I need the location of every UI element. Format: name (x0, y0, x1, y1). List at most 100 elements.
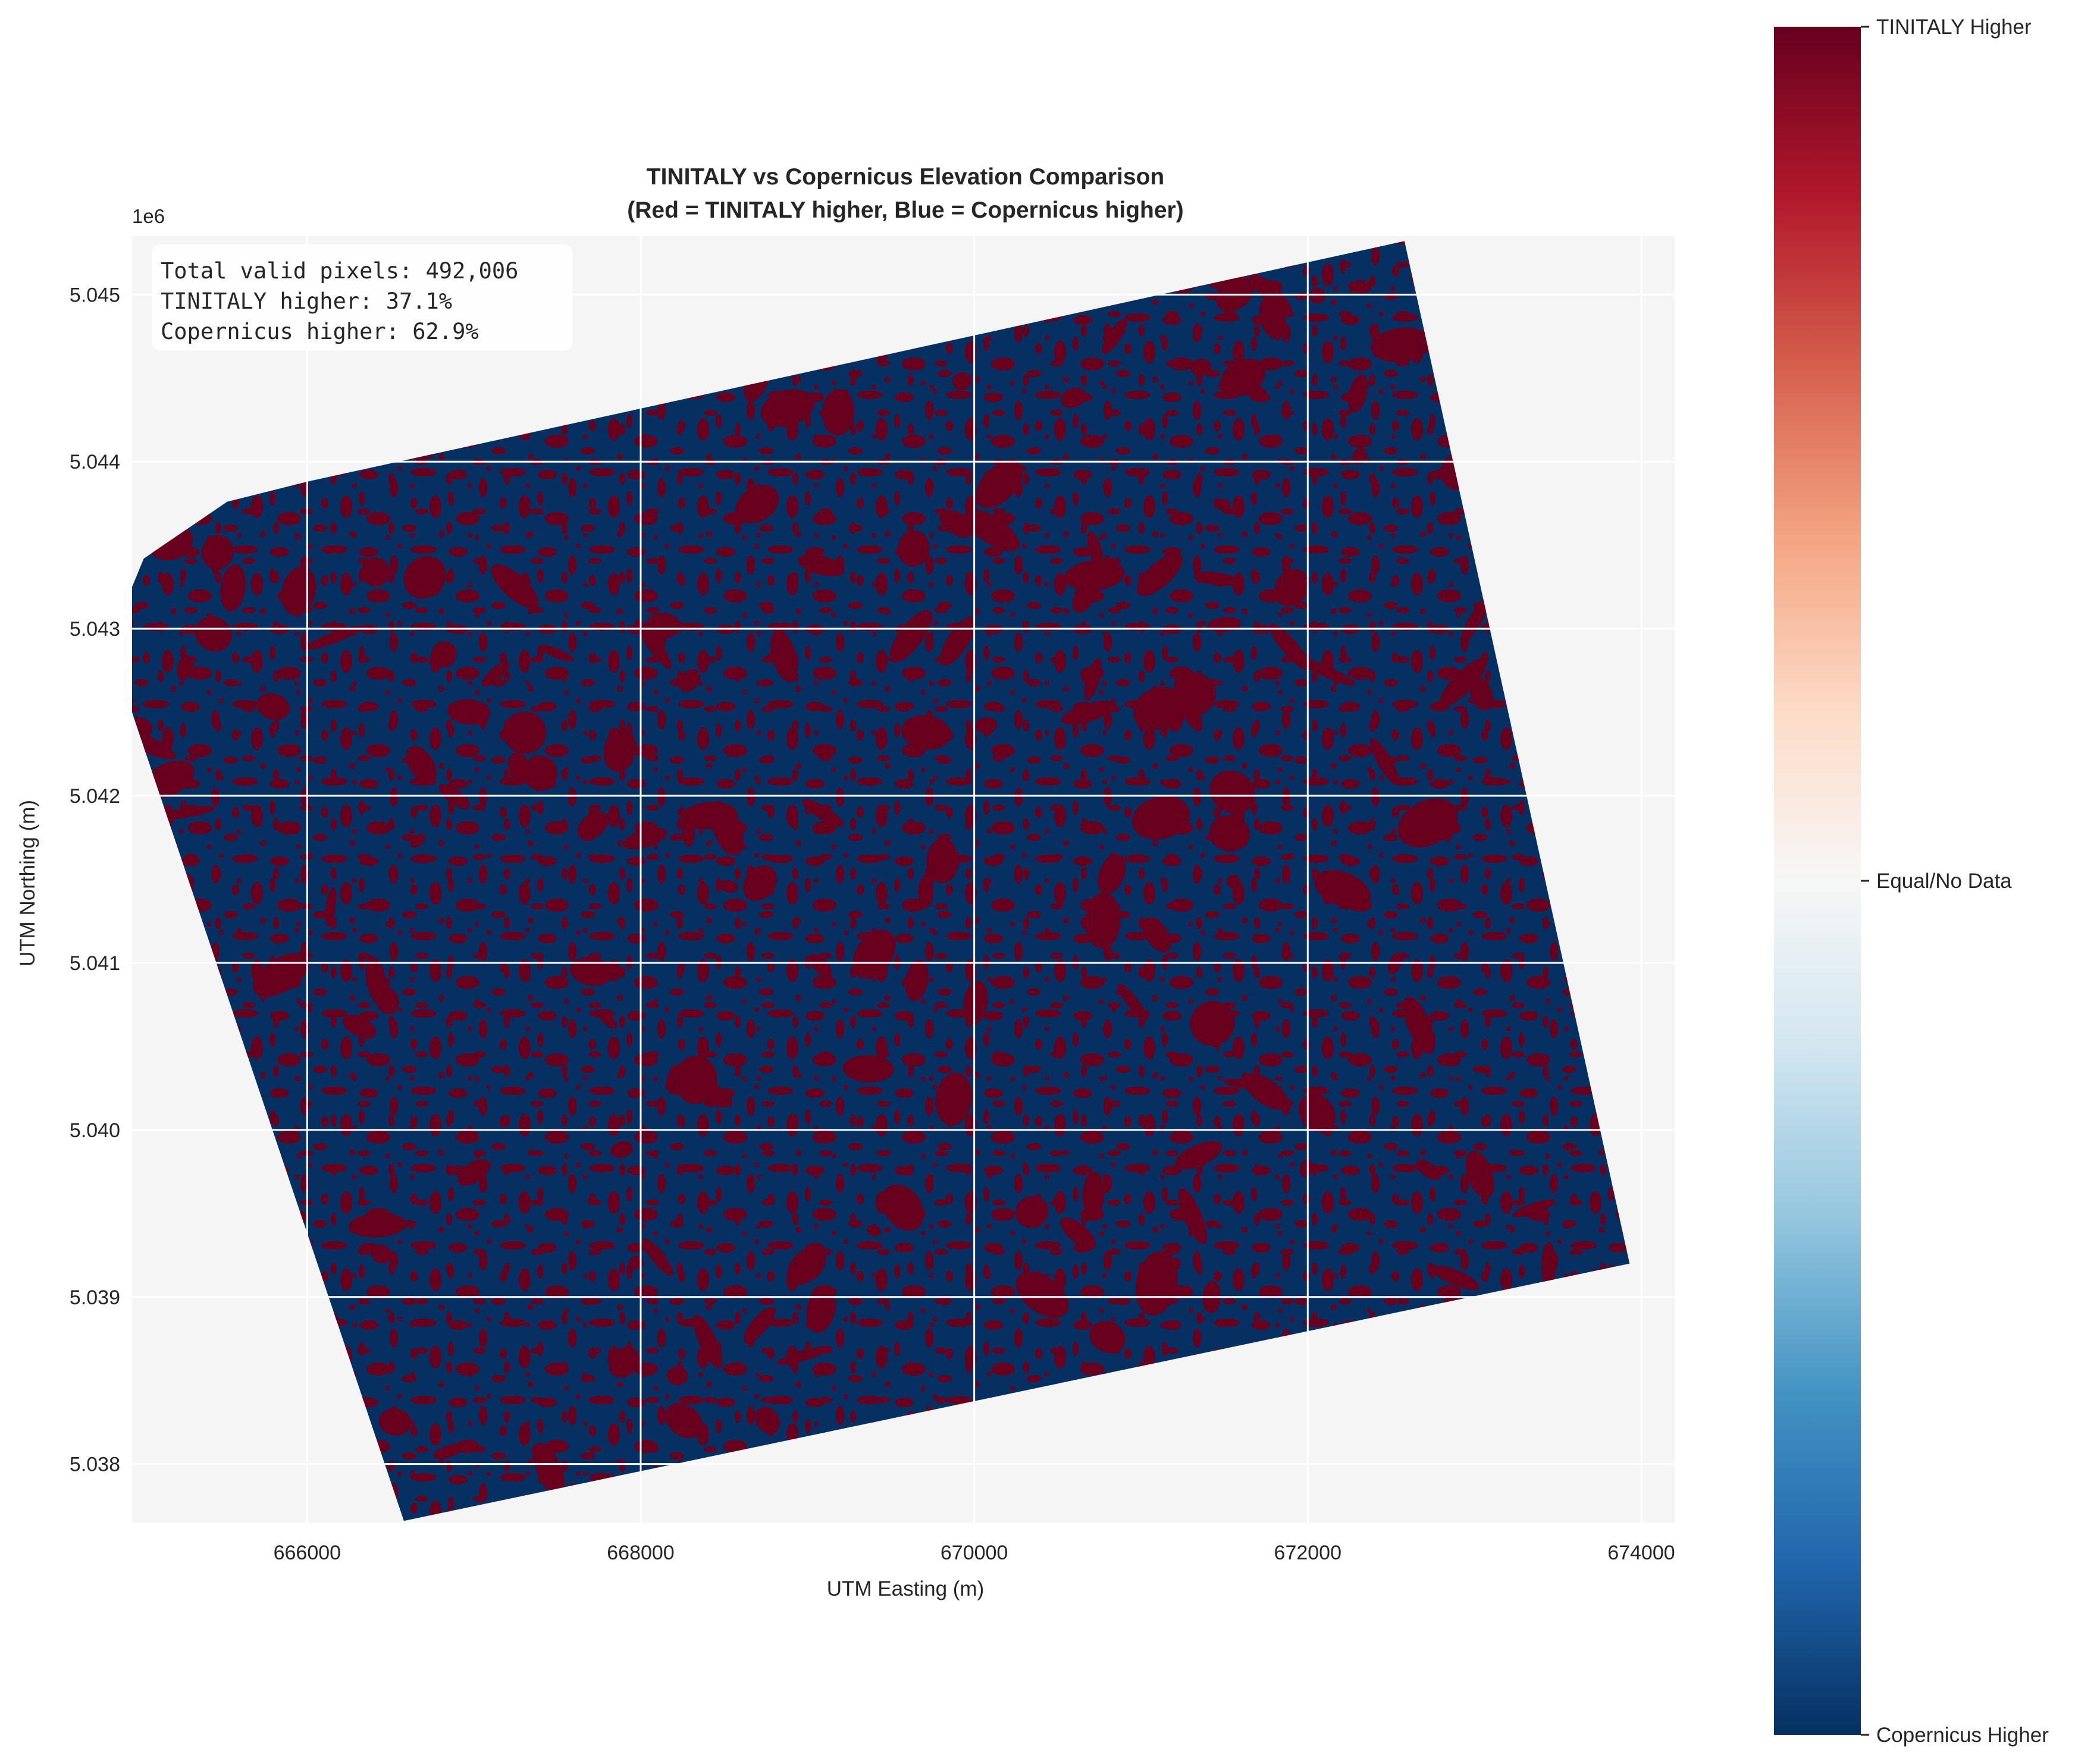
tinitaly-higher-patch (1015, 1272, 1069, 1318)
tinitaly-higher-patch (735, 485, 779, 524)
y-axis-offset-label: 1e6 (132, 205, 165, 227)
tinitaly-higher-patch (603, 729, 637, 772)
tinitaly-higher-patch (926, 839, 959, 883)
x-axis-label: UTM Easting (m) (827, 1577, 984, 1600)
tinitaly-higher-patch (882, 1184, 924, 1231)
tinitaly-higher-patch (1169, 1258, 1181, 1270)
colorbar: TINITALY Higher Equal/No Data Copernicus H… (1774, 15, 2049, 1747)
tinitaly-higher-patch (1220, 359, 1266, 397)
y-tick-label: 5.043 (70, 618, 120, 641)
y-axis-ticks: 5.038 5.039 5.040 5.041 5.042 5.043 5.044 5.045 (70, 284, 120, 1476)
tinitaly-higher-patch (755, 1407, 781, 1434)
tinitaly-higher-patch (964, 509, 1020, 551)
tinitaly-higher-patch (1296, 657, 1356, 686)
tinitaly-higher-patch (852, 930, 896, 979)
tinitaly-higher-patch (325, 887, 337, 927)
tinitaly-higher-patch (645, 613, 681, 639)
y-tick-label: 5.044 (70, 451, 120, 473)
tinitaly-higher-patch (623, 827, 667, 850)
tinitaly-higher-patch (898, 530, 930, 567)
stats-line: Total valid pixels: 492,006 (161, 258, 518, 284)
tinitaly-higher-patch (1082, 1172, 1105, 1217)
tinitaly-higher-patch (760, 389, 815, 427)
x-tick-label: 674000 (1607, 1542, 1675, 1564)
tinitaly-higher-patch (744, 1307, 776, 1344)
tinitaly-higher-patch (666, 1063, 691, 1095)
tinitaly-higher-patch (665, 1403, 703, 1439)
y-tick-label: 5.040 (70, 1119, 120, 1142)
x-tick-label: 670000 (941, 1542, 1008, 1564)
tinitaly-higher-patch (349, 1213, 407, 1238)
tinitaly-higher-patch (532, 1442, 565, 1496)
tinitaly-higher-patch (905, 959, 929, 1002)
tinitaly-higher-patch (810, 953, 832, 979)
tinitaly-higher-patch (1087, 531, 1104, 570)
x-tick-label: 672000 (1274, 1542, 1341, 1564)
y-axis-label: UTM Northing (m) (16, 800, 39, 966)
tinitaly-higher-patch (220, 564, 246, 611)
title-line-2: (Red = TINITALY higher, Blue = Copernicu… (627, 197, 1183, 223)
tinitaly-higher-patch (939, 509, 974, 538)
tinitaly-higher-patch (1223, 1079, 1282, 1091)
tinitaly-higher-patch (1371, 328, 1433, 362)
tinitaly-higher-patch (666, 1367, 688, 1385)
tinitaly-higher-patch (1190, 359, 1212, 376)
tinitaly-higher-patch (195, 616, 232, 652)
tinitaly-higher-patch (1072, 575, 1100, 613)
tinitaly-higher-patch (503, 711, 547, 754)
tinitaly-higher-patch (447, 699, 491, 725)
tinitaly-higher-patch (371, 1244, 392, 1264)
tinitaly-higher-patch (1174, 1141, 1223, 1170)
y-tick-label: 5.039 (70, 1286, 120, 1309)
tinitaly-higher-patch (693, 1314, 723, 1368)
tinitaly-higher-patch (1432, 1266, 1480, 1290)
tinitaly-higher-patch (539, 645, 574, 662)
colorbar-tick-label: Equal/No Data (1876, 870, 2012, 893)
tinitaly-higher-patch (1061, 387, 1086, 409)
tinitaly-higher-patch (1015, 1196, 1049, 1228)
tinitaly-higher-patch (642, 1238, 673, 1276)
title: TINITALY vs Copernicus Elevation Compari… (627, 164, 1183, 223)
tinitaly-higher-patch (798, 554, 845, 576)
tinitaly-higher-patch (177, 655, 194, 680)
tinitaly-higher-patch (609, 1346, 640, 1378)
tinitaly-higher-patch (577, 811, 609, 840)
tinitaly-higher-patch (974, 717, 998, 733)
tinitaly-higher-patch (365, 956, 387, 1006)
y-tick-label: 5.045 (70, 284, 120, 306)
tinitaly-higher-patch (681, 802, 738, 830)
stats-box-background (152, 244, 572, 350)
tinitaly-higher-patch (802, 799, 844, 827)
tinitaly-higher-patch (1369, 738, 1399, 785)
tinitaly-higher-patch (952, 372, 971, 391)
tinitaly-higher-patch (1089, 1321, 1126, 1353)
y-tick-label: 5.041 (70, 952, 120, 975)
tinitaly-higher-patch (1061, 701, 1116, 725)
tinitaly-higher-patch (342, 1015, 377, 1039)
tinitaly-higher-patch (1469, 677, 1493, 710)
tinitaly-higher-patch (1209, 815, 1250, 852)
colorbar-tick-label: Copernicus Higher (1876, 1724, 2049, 1747)
tinitaly-higher-patch (410, 834, 425, 848)
x-tick-label: 668000 (607, 1542, 674, 1564)
tinitaly-higher-patch (1309, 287, 1325, 304)
tinitaly-higher-patch (1460, 597, 1490, 643)
tinitaly-higher-patch (598, 1012, 617, 1029)
stats-line: TINITALY higher: 37.1% (161, 288, 452, 314)
tinitaly-higher-patch (1416, 1159, 1441, 1181)
tinitaly-higher-patch (678, 669, 700, 692)
tinitaly-higher-patch (1064, 560, 1125, 591)
tinitaly-higher-patch (901, 715, 951, 750)
tinitaly-higher-patch (1227, 875, 1241, 889)
tinitaly-higher-patch (976, 460, 1023, 509)
tinitaly-higher-patch (524, 755, 557, 791)
tinitaly-higher-patch (1164, 689, 1185, 732)
tinitaly-higher-patch (776, 1346, 832, 1365)
tinitaly-higher-patch (403, 556, 446, 599)
tinitaly-higher-patch (201, 535, 234, 570)
tinitaly-higher-patch (1178, 1188, 1207, 1245)
tinitaly-higher-patch (1060, 1217, 1096, 1250)
tinitaly-higher-patch (842, 1055, 894, 1082)
x-axis-ticks: 666000 668000 670000 672000 674000 (274, 1542, 1675, 1564)
tinitaly-higher-patch (1135, 1251, 1178, 1316)
